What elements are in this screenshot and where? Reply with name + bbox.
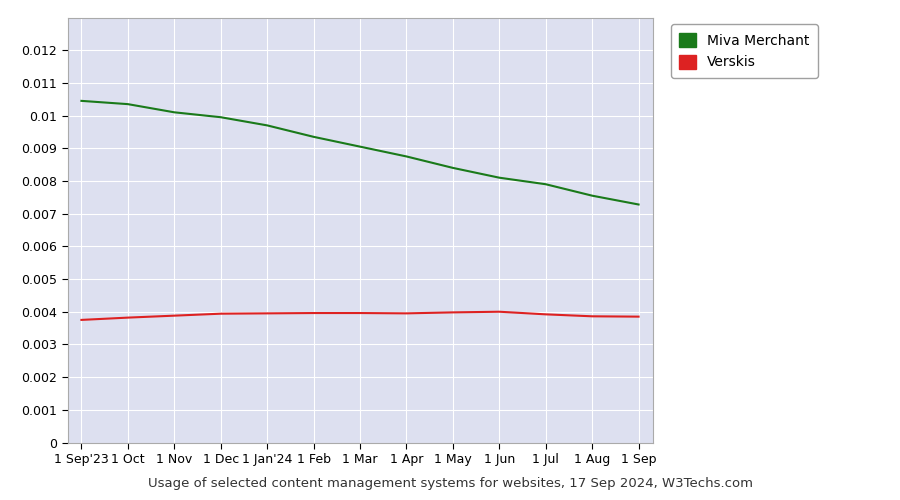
Text: Usage of selected content management systems for websites, 17 Sep 2024, W3Techs.: Usage of selected content management sys… (148, 477, 752, 490)
Legend: Miva Merchant, Verskis: Miva Merchant, Verskis (671, 24, 818, 78)
